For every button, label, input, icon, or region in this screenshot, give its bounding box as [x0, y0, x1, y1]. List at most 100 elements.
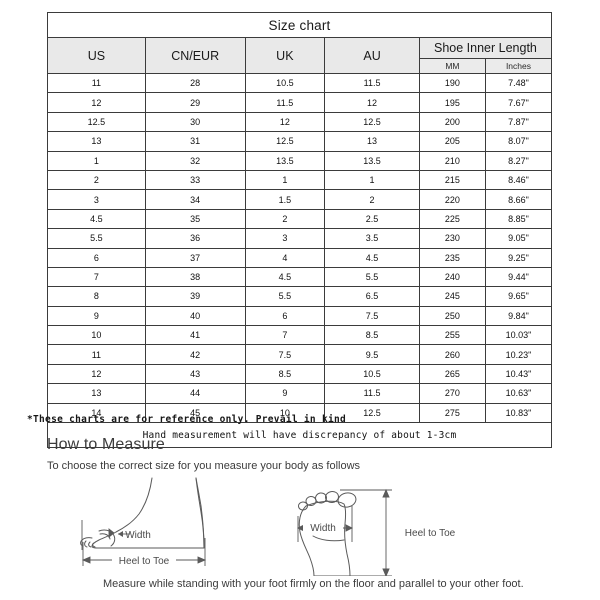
table-cell: 11.5	[244, 92, 326, 113]
how-to-measure-heading: How to Measure	[47, 436, 165, 453]
side-heel-to-toe-label: Heel to Toe	[119, 556, 170, 567]
table-cell: 2.5	[324, 208, 420, 230]
table-cell: 12.5	[244, 131, 326, 152]
table-cell: 44	[144, 383, 246, 404]
table-cell: 10.5	[324, 363, 420, 385]
table-cell: 7.5	[324, 305, 420, 327]
toe-5	[298, 501, 308, 511]
table-cell: 1	[47, 150, 146, 171]
table-cell: 37	[144, 247, 246, 268]
table-row: 6 37 4 4.5 235 9.25"	[47, 247, 553, 268]
bottom-caption: Measure while standing with your foot fi…	[103, 578, 524, 590]
table-cell: 9.25"	[484, 247, 553, 268]
table-cell: 32	[144, 150, 246, 171]
table-cell: 12	[47, 363, 146, 385]
table-row: 11 28 10.5 11.5 190 7.48"	[47, 72, 553, 94]
table-cell: 10.83"	[484, 402, 553, 424]
table-cell: 12	[244, 111, 326, 133]
column-header-uk: UK	[244, 37, 326, 74]
table-cell: 38	[144, 266, 246, 288]
table-cell: 13	[47, 131, 146, 152]
table-cell: 220	[418, 189, 486, 210]
column-header-au: AU	[324, 37, 420, 74]
table-cell: 9.44"	[484, 266, 553, 288]
table-cell: 45	[144, 402, 246, 424]
table-cell: 14	[47, 402, 146, 424]
table-cell: 225	[418, 208, 486, 230]
table-cell: 13	[324, 131, 420, 152]
table-cell: 29	[144, 92, 246, 113]
table-row: 9 40 6 7.5 250 9.84"	[47, 305, 553, 327]
side-width-label: Width	[125, 530, 151, 541]
table-cell: 9	[47, 305, 146, 327]
table-cell: 260	[418, 344, 486, 365]
table-cell: 235	[418, 247, 486, 268]
header-row-main: US CN/EUR UK AU Shoe Inner Length	[47, 37, 553, 74]
table-cell: 265	[418, 363, 486, 385]
footnote-row: Hand measurement will have discrepancy o…	[47, 422, 552, 449]
table-row: 14 45 10 12.5 275 10.83"	[47, 402, 553, 424]
table-cell: 10.23"	[484, 344, 553, 365]
table-row: 12 29 11.5 12 195 7.67"	[47, 92, 553, 113]
table-cell: 8.85"	[484, 208, 553, 230]
table-cell: 41	[144, 325, 246, 346]
table-cell: 7	[47, 266, 146, 288]
how-to-measure-subtitle: To choose the correct size for you measu…	[47, 460, 361, 472]
table-cell: 270	[418, 383, 486, 404]
table-cell: 43	[144, 363, 246, 385]
table-cell: 205	[418, 131, 486, 152]
table-cell: 10.43"	[484, 363, 553, 385]
table-cell: 1	[244, 169, 326, 191]
toe-big	[337, 492, 357, 508]
table-cell: 35	[144, 208, 246, 230]
table-cell: 275	[418, 402, 486, 424]
size-chart-container: Size chart US CN/EUR UK AU Shoe Inner Le…	[47, 12, 553, 449]
table-cell: 6	[244, 305, 326, 327]
table-cell: 13.5	[324, 150, 420, 171]
table-cell: 2	[244, 208, 326, 230]
table-row: 5.5 36 3 3.5 230 9.05"	[47, 228, 553, 249]
table-cell: 7.5	[244, 344, 326, 365]
table-cell: 13.5	[244, 150, 326, 171]
table-row: 1 32 13.5 13.5 210 8.27"	[47, 150, 553, 171]
sole-heel-to-toe-label: Heel to Toe	[405, 528, 456, 539]
table-cell: 215	[418, 169, 486, 191]
table-cell: 1.5	[244, 189, 326, 210]
table-cell: 36	[144, 228, 246, 249]
table-cell: 200	[418, 111, 486, 133]
table-cell: 30	[144, 111, 246, 133]
table-cell: 8.5	[244, 363, 326, 385]
table-cell: 5.5	[324, 266, 420, 288]
toe-4	[305, 495, 317, 507]
foot-measurement-illustration: Width Heel to Toe	[80, 477, 456, 578]
table-cell: 6.5	[324, 286, 420, 307]
reference-only-note: *These charts are for reference only. Pr…	[27, 414, 347, 425]
table-cell: 28	[144, 72, 246, 94]
table-row: 3 34 1.5 2 220 8.66"	[47, 189, 553, 210]
table-cell: 2	[47, 169, 146, 191]
side-width-dimension	[81, 520, 115, 550]
table-cell: 8.07"	[484, 131, 553, 152]
table-cell: 8.5	[324, 325, 420, 346]
table-cell: 33	[144, 169, 246, 191]
table-cell: 8	[47, 286, 146, 307]
toe-4	[92, 542, 96, 548]
table-cell: 9.65"	[484, 286, 553, 307]
table-cell: 3	[244, 228, 326, 249]
table-row: 12 43 8.5 10.5 265 10.43"	[47, 363, 553, 385]
table-cell: 4.5	[244, 266, 326, 288]
table-row: 10 41 7 8.5 255 10.03"	[47, 325, 553, 346]
table-cell: 240	[418, 266, 486, 288]
table-cell: 12.5	[324, 111, 420, 133]
column-header-us: US	[47, 37, 146, 74]
page-title: Size chart	[47, 12, 552, 38]
table-cell: 3	[47, 189, 146, 210]
table-cell: 39	[144, 286, 246, 307]
table-row: 12.5 30 12 12.5 200 7.87"	[47, 111, 553, 133]
table-cell: 4.5	[324, 247, 420, 268]
table-cell: 7	[244, 325, 326, 346]
size-chart-foot: Hand measurement will have discrepancy o…	[47, 422, 552, 449]
table-cell: 245	[418, 286, 486, 307]
table-cell: 255	[418, 325, 486, 346]
table-cell: 8.46"	[484, 169, 553, 191]
